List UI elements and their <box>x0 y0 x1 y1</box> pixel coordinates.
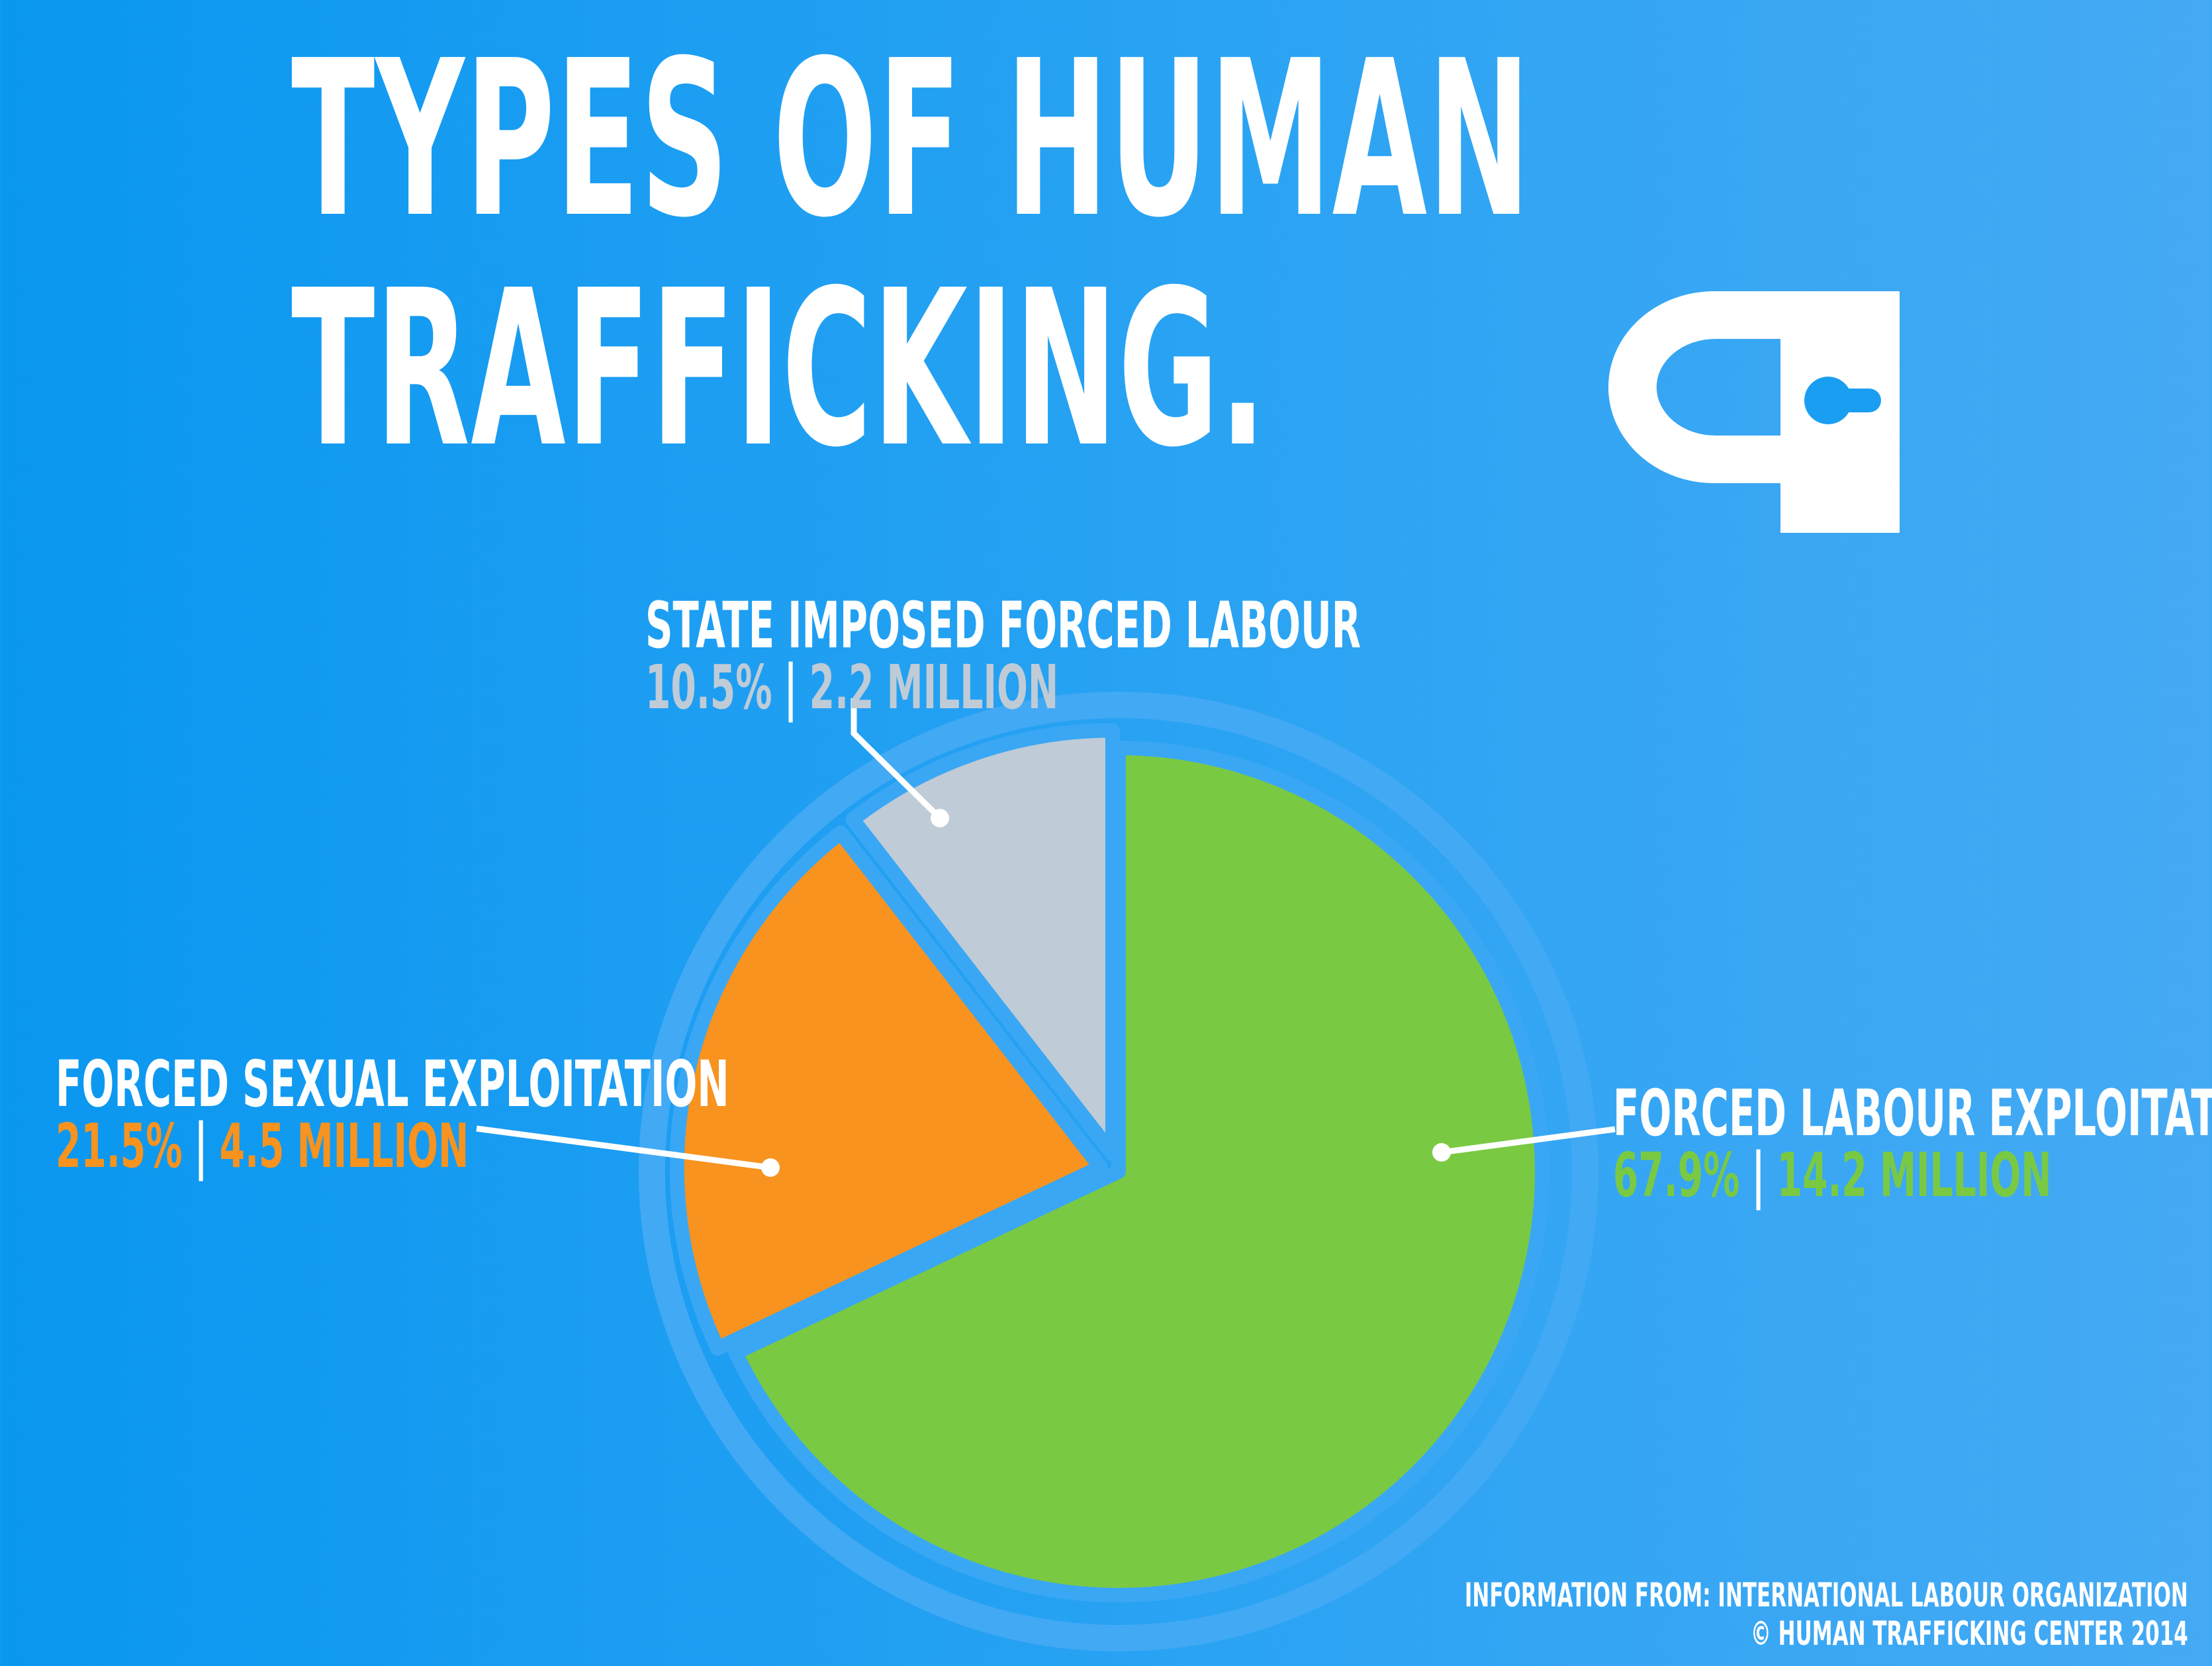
separator: | <box>194 1111 208 1181</box>
pie-slice-state-imposed <box>845 723 1120 1162</box>
slice-label-forced-labour: FORCED LABOUR EXPLOITATION <box>1613 1076 2212 1150</box>
amount-forced-sexual: 4.5 MILLION <box>219 1111 469 1181</box>
separator: | <box>784 652 798 723</box>
percent-forced-labour: 67.9% <box>1613 1140 1740 1211</box>
percent-forced-sexual: 21.5% <box>56 1111 183 1181</box>
leader-dot-forced-labour <box>1432 1143 1451 1162</box>
amount-forced-labour: 14.2 MILLION <box>1776 1140 2052 1211</box>
page-title-line-2: TRAFFICKING. <box>291 244 1267 494</box>
slice-value-forced-sexual: 21.5% | 4.5 MILLION <box>56 1116 729 1177</box>
padlock-icon <box>1608 291 1900 533</box>
copyright-line: © HUMAN TRAFFICKING CENTER 2014 <box>1750 1614 2188 1653</box>
leader-dot-forced-sexual <box>761 1158 780 1177</box>
leader-line-forced-sexual <box>476 1125 771 1171</box>
amount-state-imposed: 2.2 MILLION <box>809 652 1059 723</box>
pie-slice-forced-labour <box>728 741 1549 1602</box>
pie-outer-ring <box>639 692 1598 1651</box>
separator: | <box>1751 1140 1765 1211</box>
source-line: INFORMATION FROM: INTERNATIONAL LABOUR O… <box>1465 1576 2188 1614</box>
source-credit: INFORMATION FROM: INTERNATIONAL LABOUR O… <box>1465 1576 2188 1653</box>
leader-line-forced-labour <box>1441 1126 1616 1156</box>
slice-value-state-imposed: 10.5% | 2.2 MILLION <box>645 657 1361 718</box>
label-forced-sexual: FORCED SEXUAL EXPLOITATION 21.5% | 4.5 MIL… <box>56 1052 729 1177</box>
leader-line-state-imposed <box>851 698 943 821</box>
slice-label-forced-sexual: FORCED SEXUAL EXPLOITATION <box>56 1047 729 1121</box>
leader-dot-state-imposed <box>931 809 949 827</box>
slice-label-state-imposed: STATE IMPOSED FORCED LABOUR <box>645 588 1361 663</box>
page-title-line-1: TYPES OF HUMAN <box>291 14 1532 265</box>
slice-value-forced-labour: 67.9% | 14.2 MILLION <box>1613 1145 2212 1206</box>
label-forced-labour: FORCED LABOUR EXPLOITATION 67.9%|14.2 MI… <box>1613 1082 2212 1206</box>
label-state-imposed: STATE IMPOSED FORCED LABOUR 10.5% | 2.2 MI… <box>645 594 1361 718</box>
percent-state-imposed: 10.5% <box>645 652 772 723</box>
pie-slice-forced-sexual <box>669 825 1108 1356</box>
